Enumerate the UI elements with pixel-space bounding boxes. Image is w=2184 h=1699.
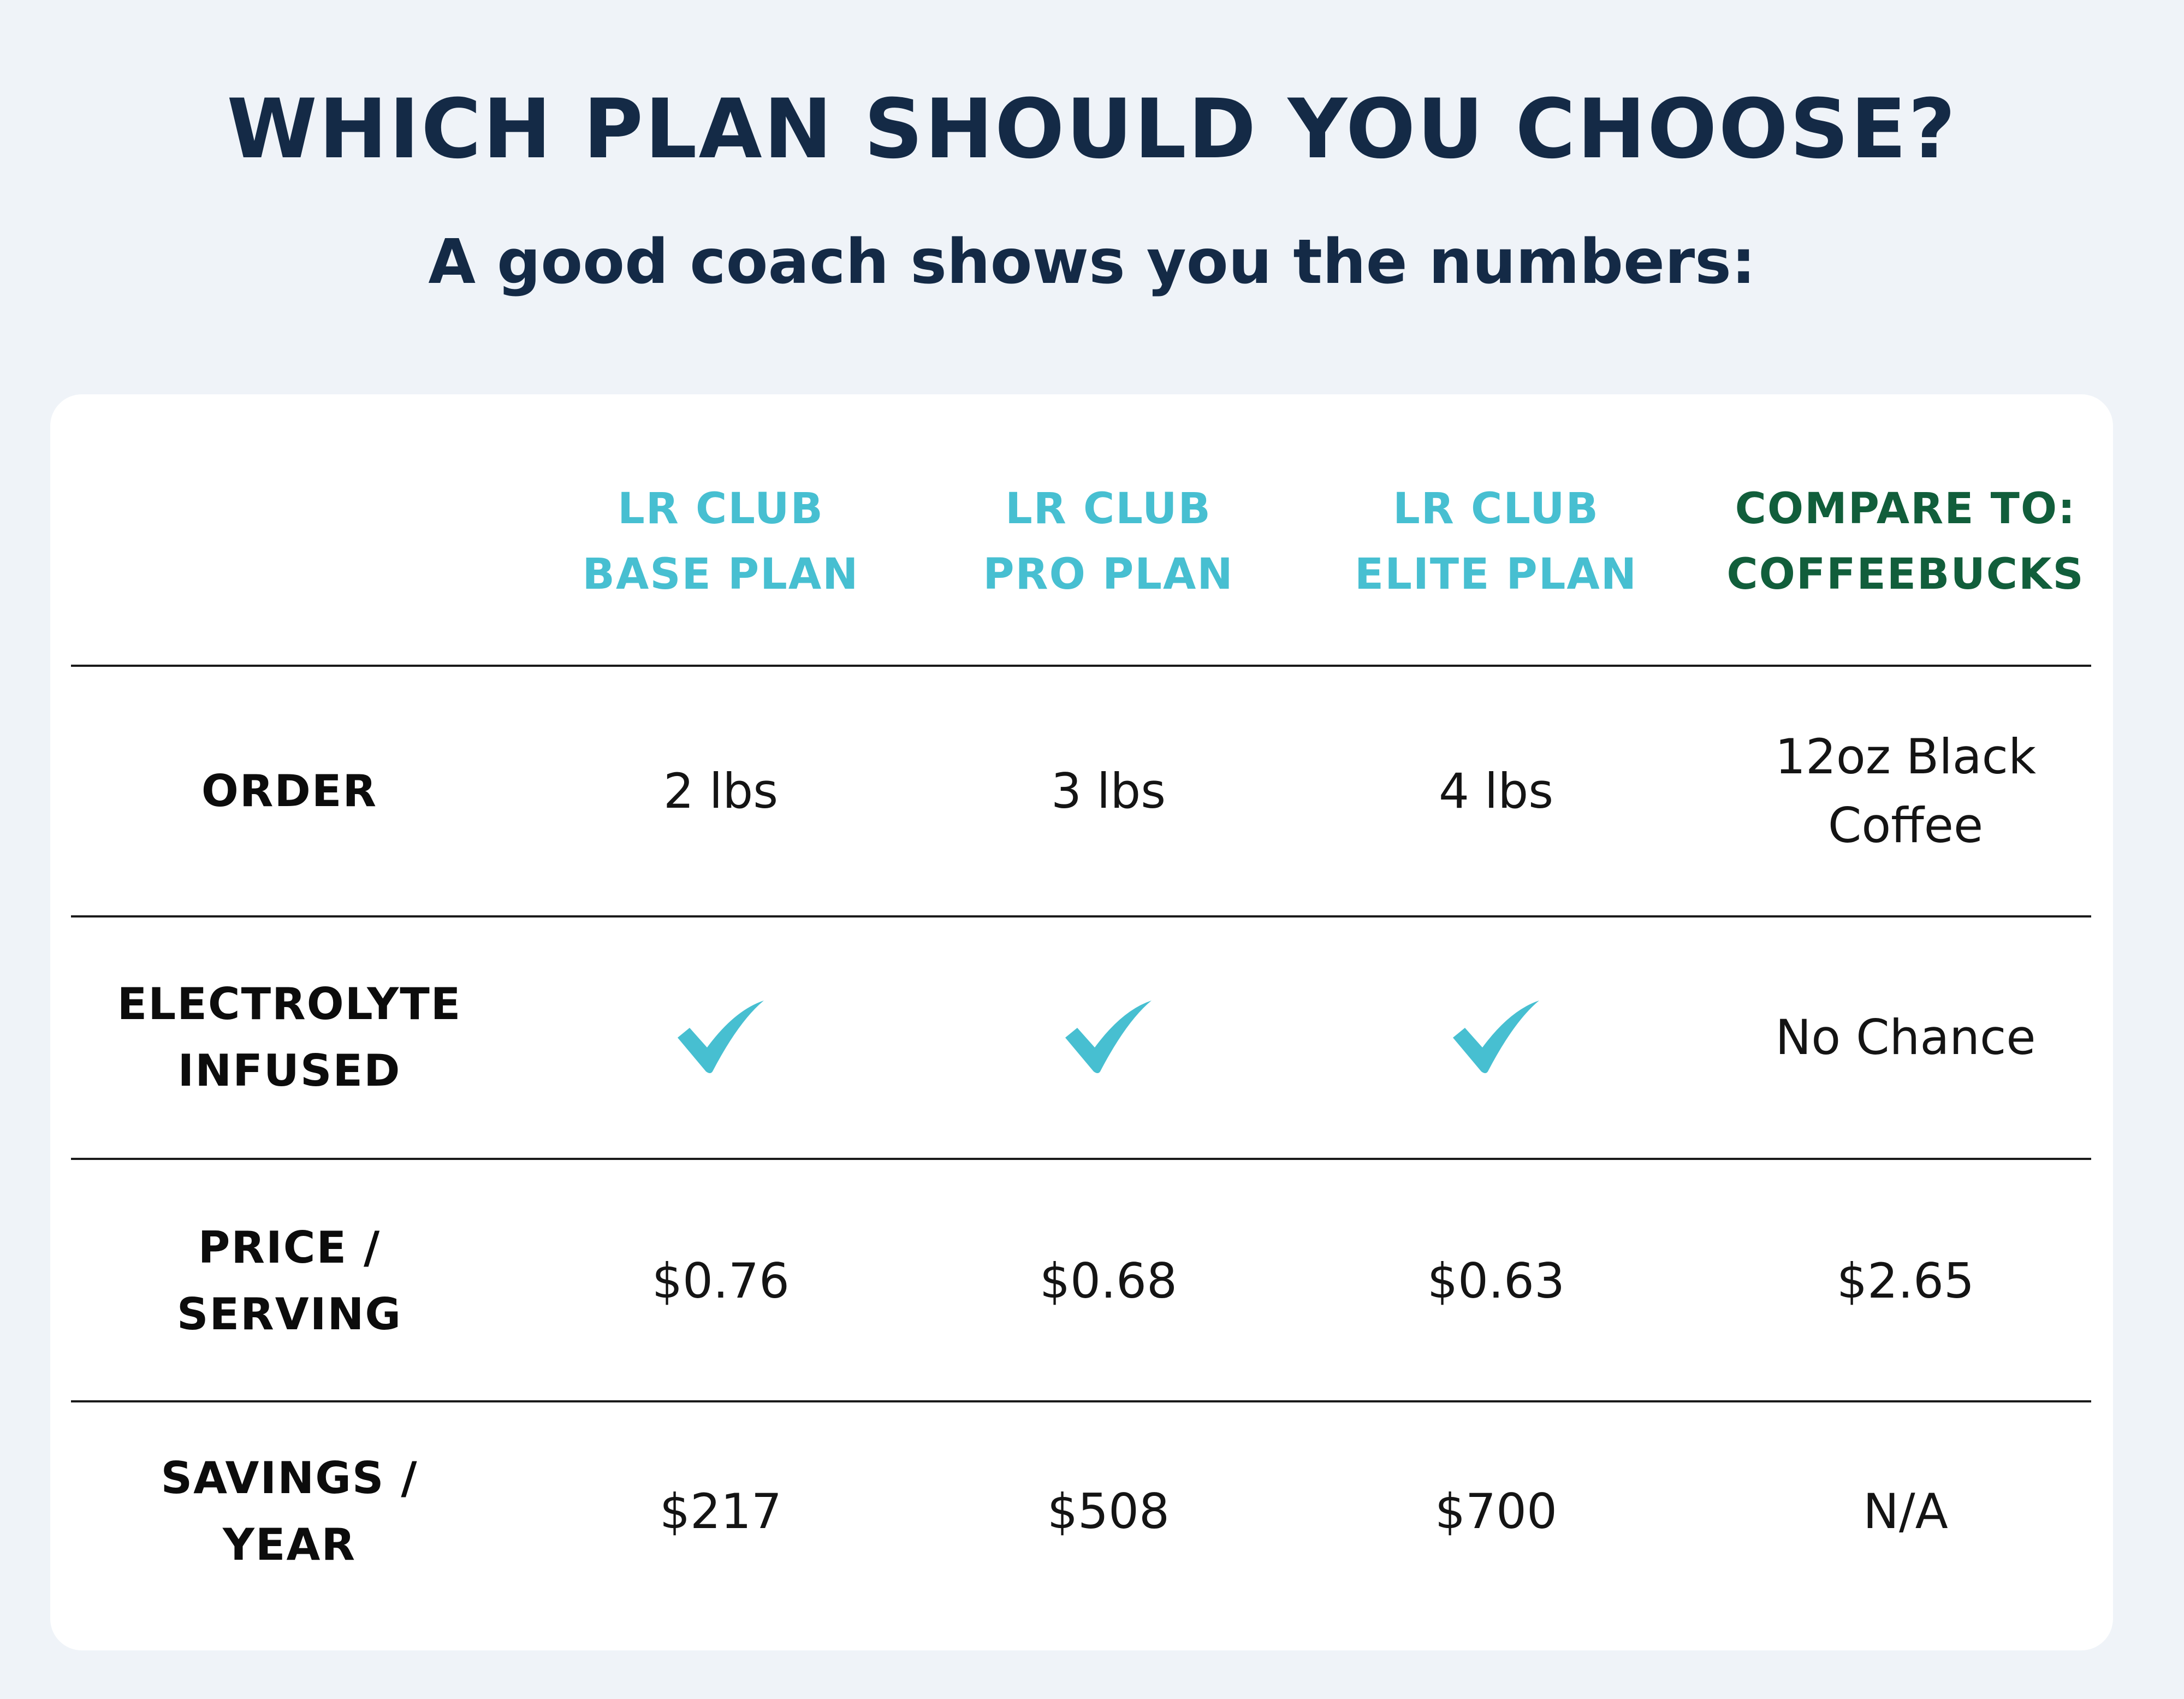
price-compare: $2.65 [1837,1252,1974,1309]
order-elite-plan: 4 lbs [1438,762,1554,819]
savings-base-plan: $217 [660,1483,782,1540]
row-label-order: ORDER [201,765,378,816]
page-subtitle: A good coach shows you the numbers: [428,227,1756,298]
column-header-line: LR CLUB [1005,484,1212,534]
row-label-electrolyte-infused: ELECTROLYTE INFUSED [117,979,462,1096]
comparison-card: LR CLUB BASE PLAN LR CLUB PRO PLAN LR CL… [50,394,2113,1650]
checkmark-icon [895,917,1321,1158]
checkmark-icon [1453,1001,1539,1073]
column-header-line: LR CLUB [618,484,824,534]
table-divider [71,1400,2091,1402]
order-base-plan: 2 lbs [663,762,779,819]
savings-compare: N/A [1863,1483,1948,1540]
price-base-plan: $0.76 [652,1252,790,1309]
column-header-line: COFFEEBUCKS [1726,550,2085,599]
column-header-line: COMPARE TO: [1735,484,2076,534]
page-title: WHICH PLAN SHOULD YOU CHOOSE? [227,82,1957,177]
column-header-compare: COMPARE TO: COFFEEBUCKS [1714,476,2097,607]
column-header-elite-plan: LR CLUB ELITE PLAN [1283,476,1709,607]
column-header-pro-plan: LR CLUB PRO PLAN [895,476,1321,607]
column-header-line: PRO PLAN [983,550,1234,599]
row-label-price-per-serving: PRICE / SERVING [176,1222,402,1340]
table-divider [71,1158,2091,1160]
checkmark-icon [508,917,934,1158]
price-elite-plan: $0.63 [1427,1252,1565,1309]
checkmark-icon [678,1001,764,1073]
price-pro-plan: $0.68 [1040,1252,1177,1309]
savings-elite-plan: $700 [1435,1483,1557,1540]
checkmark-icon [1283,917,1709,1158]
row-label-savings-per-year: SAVINGS / YEAR [161,1453,418,1570]
order-pro-plan: 3 lbs [1051,762,1166,819]
column-header-line: ELITE PLAN [1354,550,1638,599]
table-divider [71,915,2091,917]
savings-pro-plan: $508 [1047,1483,1170,1540]
electrolyte-compare: No Chance [1775,1009,2036,1065]
table-divider [71,665,2091,667]
column-header-base-plan: LR CLUB BASE PLAN [508,476,934,607]
checkmark-icon [1065,1001,1152,1073]
column-header-line: LR CLUB [1393,484,1599,534]
column-header-line: BASE PLAN [582,550,859,599]
order-compare: 12oz Black Coffee [1775,728,2037,854]
